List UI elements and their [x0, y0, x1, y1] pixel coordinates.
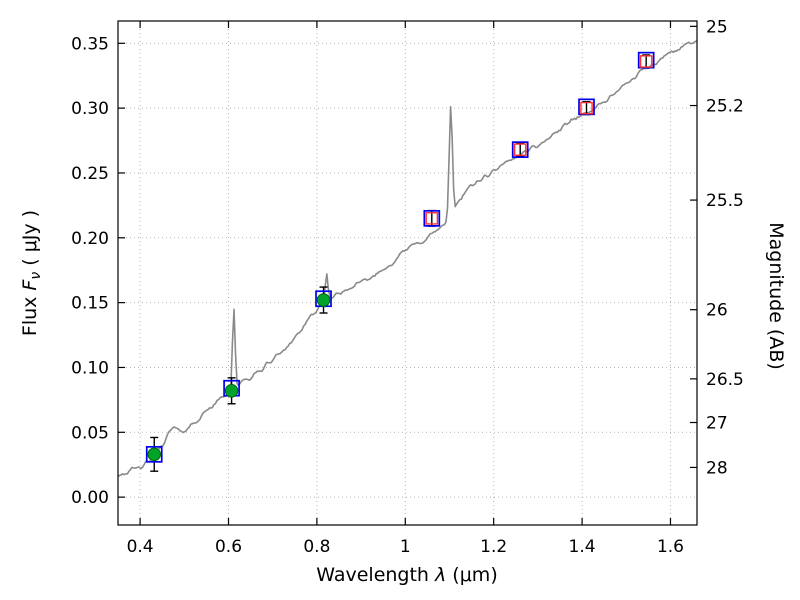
y-axis-title-suffix: ( μJy )	[19, 210, 41, 272]
x-tick-label: 0.6	[215, 537, 242, 557]
x-tick-label: 0.4	[127, 537, 154, 557]
y-axis-title-prefix: Flux	[19, 291, 41, 337]
observed-square-marker	[639, 55, 653, 68]
y2-tick-label: 28	[706, 458, 728, 478]
x-tick-label: 1.4	[569, 537, 596, 557]
y-tick-label: 0.25	[71, 164, 109, 184]
plot-frame	[117, 20, 698, 526]
tick-layer	[118, 21, 697, 525]
x-tick-label: 1.6	[657, 537, 684, 557]
y-axis-title: Flux Fν ( μJy )	[19, 210, 44, 336]
model-square-marker	[511, 141, 529, 158]
y2-tick-label: 26	[706, 301, 728, 321]
frame-layer	[117, 20, 698, 526]
lambda-symbol: λ	[434, 564, 446, 586]
y-tick-label: 0.05	[71, 423, 109, 443]
y-tick-label: 0.35	[71, 34, 109, 54]
y2-tick-label: 25.5	[706, 191, 744, 211]
y2-tick-label: 25	[706, 17, 728, 37]
model-square-marker	[423, 209, 441, 227]
nu-subscript: ν	[28, 272, 44, 280]
x-tick-label: 0.8	[303, 537, 330, 557]
observed-circle-marker	[316, 293, 331, 307]
y2-axis-title: Magnitude (AB)	[765, 222, 787, 370]
observed-square-marker	[513, 143, 527, 156]
y-tick-label: 0.00	[71, 488, 109, 508]
x-tick-label: 1	[400, 537, 411, 557]
x-axis-title-prefix: Wavelength	[316, 564, 435, 586]
x-axis-title: Wavelength λ (μm)	[316, 564, 497, 586]
data-layer	[118, 40, 697, 478]
observed-square-marker	[425, 212, 439, 225]
observed-circle-marker	[147, 447, 162, 462]
y2-tick-label: 25.2	[706, 97, 744, 117]
x-axis-title-suffix: (μm)	[446, 564, 497, 586]
x-tick-label: 1.2	[480, 537, 507, 557]
observed-circle-marker	[224, 383, 239, 398]
y-tick-label: 0.20	[71, 229, 109, 249]
grid-layer	[118, 21, 697, 525]
model-square-marker	[145, 445, 163, 463]
y-tick-label: 0.15	[71, 294, 109, 314]
flux-f-symbol: F	[19, 279, 41, 291]
spectrum-line	[118, 40, 697, 478]
tick-label-layer: 0.4 0.6 0.8 1 1.2 1.4 1.6 0.00 0.05 0.10 0.15 0.20 0…	[71, 17, 744, 557]
y2-tick-label: 26.5	[706, 370, 744, 390]
y-tick-label: 0.10	[71, 358, 109, 378]
observed-square-marker	[580, 101, 593, 115]
marker-layer	[145, 51, 655, 472]
y2-tick-label: 27	[706, 414, 728, 434]
y-tick-label: 0.30	[71, 99, 109, 119]
